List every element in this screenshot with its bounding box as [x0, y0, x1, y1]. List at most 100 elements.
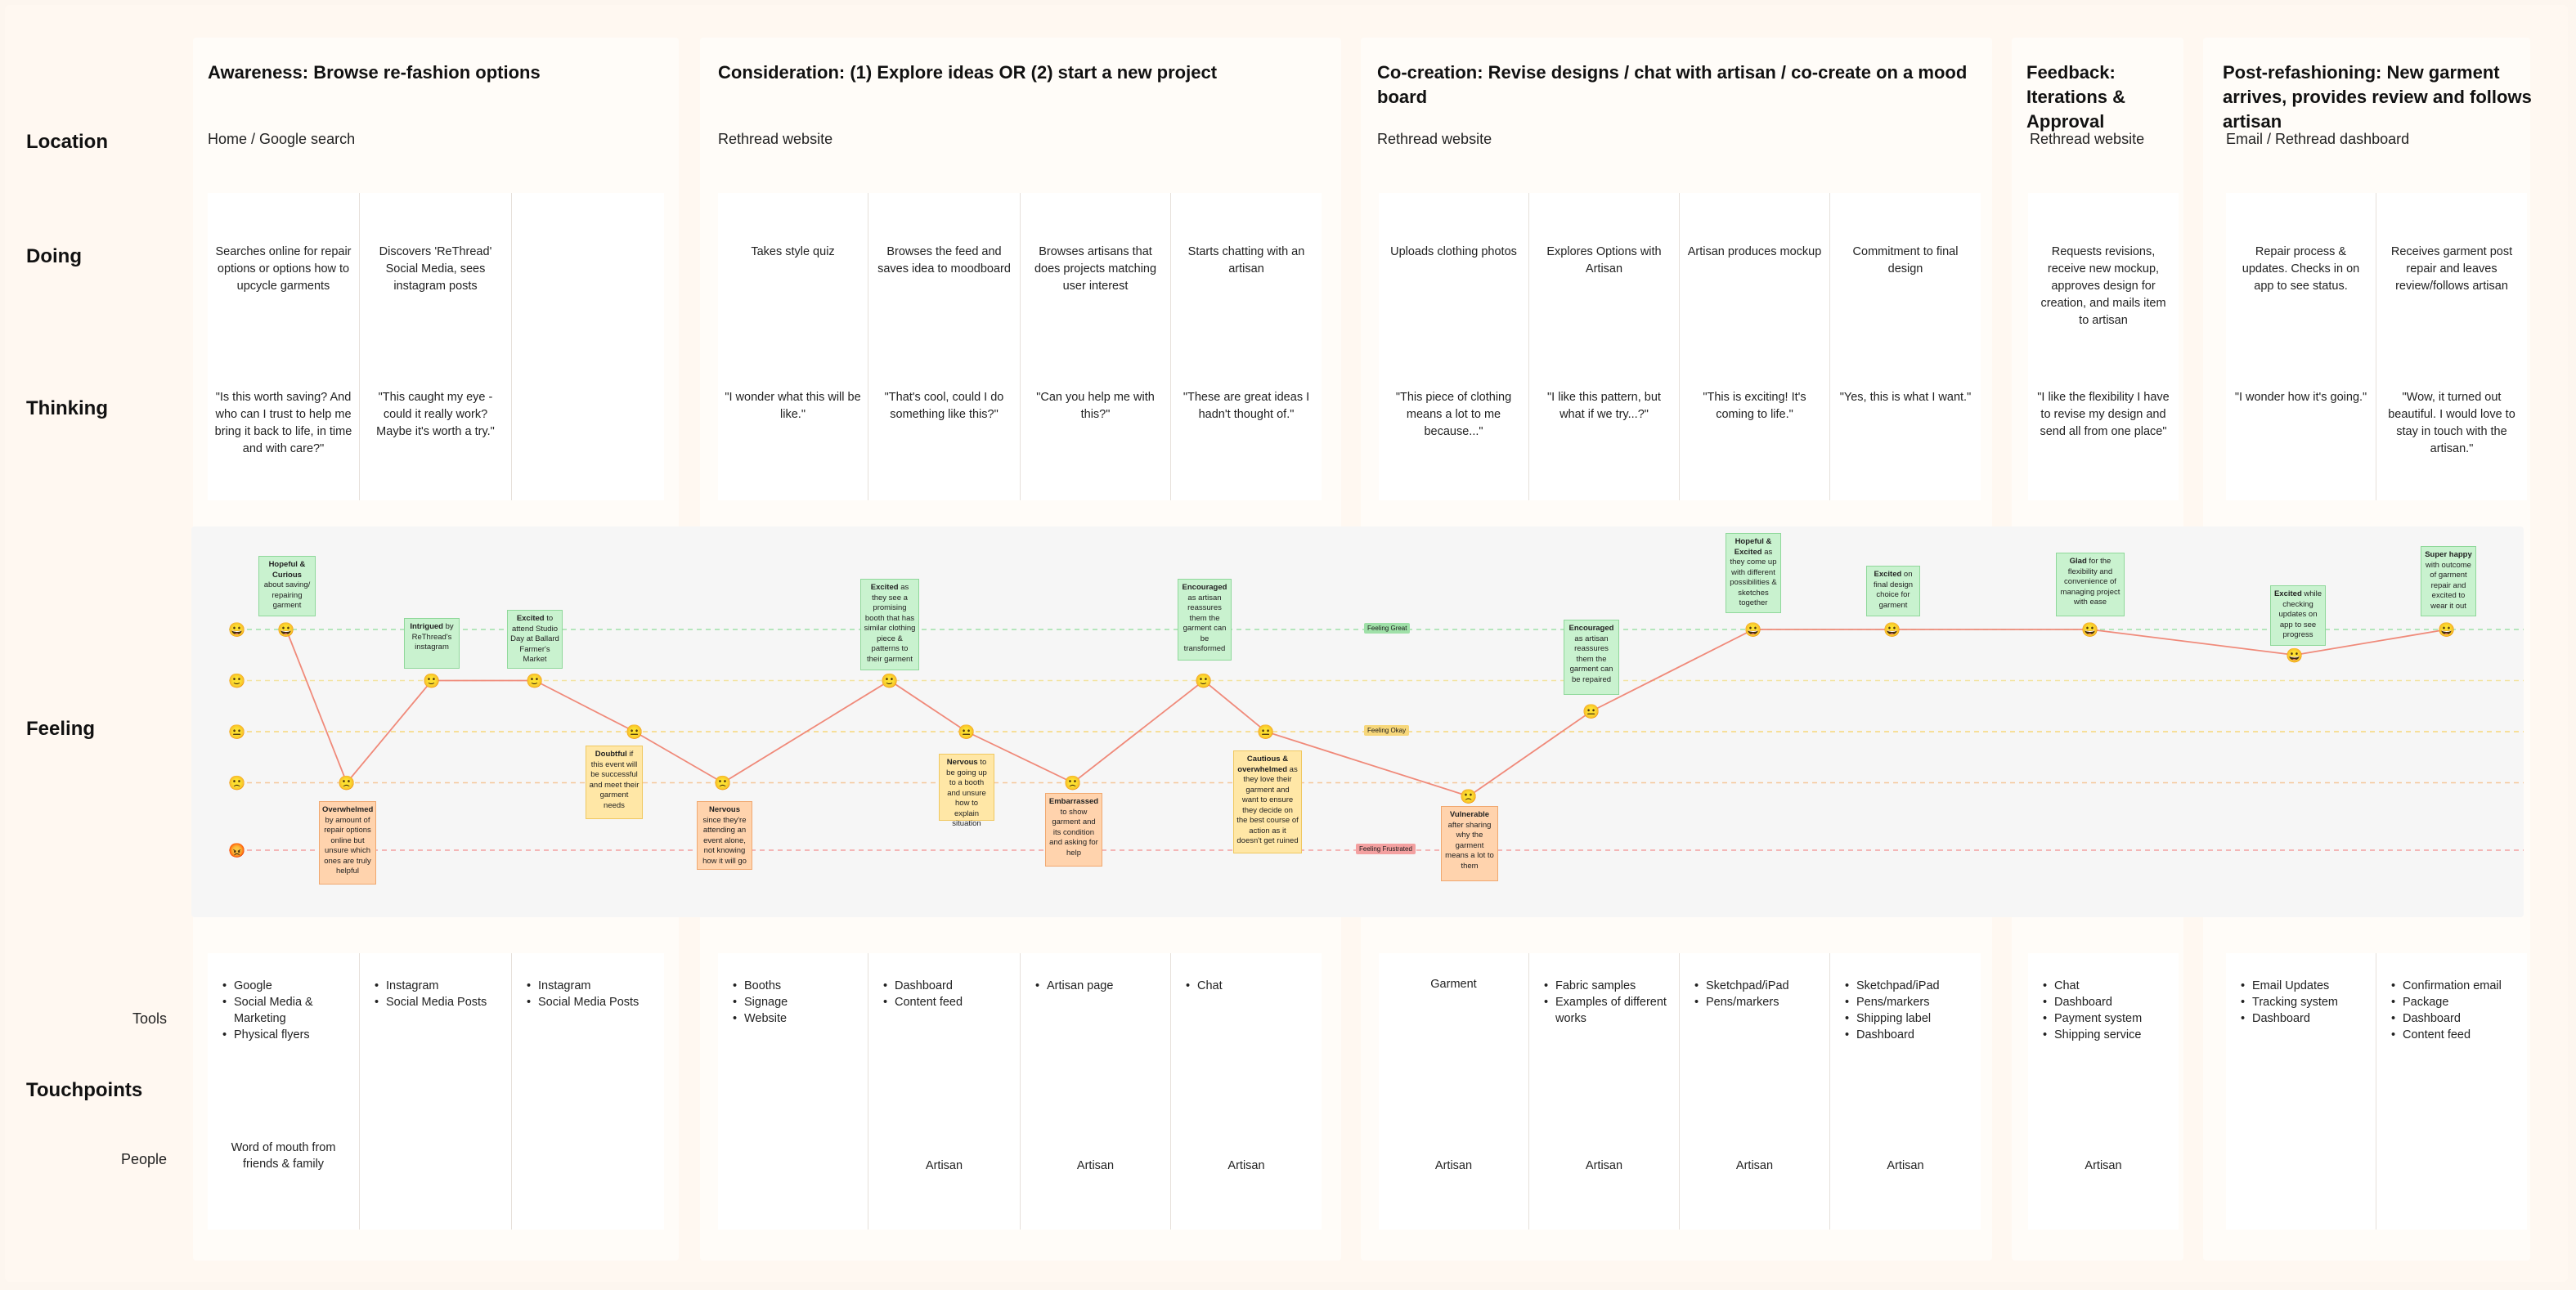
- people-text: Artisan: [1585, 1159, 1623, 1172]
- journey-column: Browses the feed and saves idea to moodb…: [868, 193, 1021, 500]
- feeling-note-emotion: Vulnerable: [1449, 810, 1490, 819]
- feeling-point-icon: 🙁: [338, 776, 355, 791]
- tool-item: Instagram: [527, 978, 664, 994]
- tool-item: Instagram: [375, 978, 511, 994]
- doing-text: Browses the feed and saves idea to moodb…: [877, 245, 1011, 275]
- row-label-location: Location: [26, 131, 108, 153]
- tools-list: BoothsSignageWebsite: [718, 978, 868, 1027]
- doing-text: Discovers 'ReThread' Social Media, sees …: [379, 245, 492, 293]
- feeling-note-emotion: Doubtful: [595, 750, 627, 759]
- thinking-text: "I wonder how it's going.": [2234, 391, 2367, 404]
- feeling-line: [285, 629, 2448, 797]
- feeling-emoji-icon: 🙁: [228, 776, 245, 791]
- touchpoint-column: InstagramSocial Media Posts: [512, 953, 664, 1230]
- tool-item: Dashboard: [2391, 1010, 2527, 1027]
- feeling-note-emotion: Excited: [516, 614, 545, 623]
- tools-list: Artisan page: [1021, 978, 1170, 994]
- location-text: Email / Rethread dashboard: [2226, 131, 2410, 147]
- journey-column: Discovers 'ReThread' Social Media, sees …: [360, 193, 512, 500]
- tool-item: Email Updates: [2241, 978, 2376, 994]
- feeling-note: Vulnerable after sharing why the garment…: [1441, 806, 1498, 881]
- tool-item: Booths: [733, 978, 868, 994]
- thinking-text: "This caught my eye - could it really wo…: [376, 391, 495, 438]
- thinking-text: "That's cool, could I do something like …: [884, 391, 1004, 421]
- feeling-note-emotion: Excited: [870, 583, 899, 592]
- tools-list: Confirmation emailPackageDashboardConten…: [2376, 978, 2527, 1043]
- tool-item: Chat: [1186, 978, 1322, 994]
- thinking-text: "I like this pattern, but what if we try…: [1547, 391, 1661, 421]
- feeling-point-icon: 🙂: [1195, 674, 1212, 689]
- feeling-note: Excited on final design choice for garme…: [1866, 566, 1920, 616]
- touchpoint-column: ChatDashboardPayment systemShipping serv…: [2028, 953, 2179, 1230]
- doing-text: Browses artisans that does projects matc…: [1034, 245, 1157, 293]
- location-text: Home / Google search: [208, 131, 356, 147]
- tool-item: Pens/markers: [1694, 994, 1829, 1010]
- feeling-note-text: to attend Studio Day at Ballard Farmer's…: [510, 614, 559, 664]
- feeling-level-tag: Feeling Great: [1364, 623, 1411, 634]
- feeling-note: Excited as they see a promising booth th…: [860, 579, 919, 670]
- tools-list: Email UpdatesTracking systemDashboard: [2226, 978, 2376, 1027]
- thinking-text: "This piece of clothing means a lot to m…: [1395, 391, 1512, 438]
- tool-item: Package: [2391, 994, 2527, 1010]
- feeling-note-text: with outcome of garment repair and excit…: [2426, 560, 2471, 611]
- thinking-text: "This is exciting! It's coming to life.": [1703, 391, 1806, 421]
- row-label-touchpoints: Touchpoints: [26, 1079, 143, 1101]
- touchpoint-column: Sketchpad/iPadPens/markersShipping label…: [1830, 953, 1981, 1230]
- doing-text: Searches online for repair options or op…: [215, 245, 352, 293]
- journey-column: Receives garment post repair and leaves …: [2376, 193, 2527, 500]
- stage-title: Post-refashioning: New garment arrives, …: [2223, 62, 2532, 132]
- feeling-note-emotion: Nervous: [708, 805, 740, 814]
- people-text: Artisan: [1434, 1159, 1473, 1172]
- journey-column: Takes style quiz "I wonder what this will…: [718, 193, 868, 500]
- tool-item: Shipping label: [1845, 1010, 1981, 1027]
- thinking-text: "Can you help me with this?": [1036, 391, 1155, 421]
- thinking-text: "I wonder what this will be like.": [725, 391, 861, 421]
- feeling-note: Hopeful & Curious about saving/ repairin…: [258, 556, 316, 616]
- row-label-people: People: [120, 1151, 167, 1167]
- feeling-note-emotion: Encouraged: [1182, 583, 1227, 592]
- touchpoint-column: DashboardContent feed Artisan: [868, 953, 1021, 1230]
- feeling-level-tag: Feeling Frustrated: [1356, 844, 1416, 854]
- tool-item: Fabric samples: [1544, 978, 1679, 994]
- touchpoint-column: GoogleSocial Media & MarketingPhysical f…: [208, 953, 360, 1230]
- tool-item: Dashboard: [2043, 994, 2179, 1010]
- doing-text: Receives garment post repair and leaves …: [2390, 245, 2513, 293]
- tool-item: Social Media Posts: [375, 994, 511, 1010]
- people-text: Word of mouth from friends & family: [231, 1141, 336, 1171]
- journey-column: Starts chatting with an artisan "These ar…: [1171, 193, 1322, 500]
- tool-item: Content feed: [883, 994, 1020, 1010]
- tools-list: InstagramSocial Media Posts: [512, 978, 664, 1010]
- touchpoint-column: InstagramSocial Media Posts: [360, 953, 512, 1230]
- tools-list: Sketchpad/iPadPens/markersShipping label…: [1830, 978, 1981, 1043]
- feeling-note-emotion: Encouraged: [1568, 624, 1614, 633]
- feeling-point-icon: 😀: [1744, 622, 1761, 638]
- tool-item: Shipping service: [2043, 1027, 2179, 1043]
- feeling-note-text: if this event will be successful and mee…: [589, 750, 640, 810]
- touchpoint-column: Fabric samplesExamples of different work…: [1529, 953, 1680, 1230]
- journey-column: Browses artisans that does projects matc…: [1021, 193, 1171, 500]
- stage-title: Co-creation: Revise designs / chat with …: [1377, 62, 1968, 107]
- feeling-point-icon: 🙂: [423, 674, 440, 689]
- tools-list: GoogleSocial Media & MarketingPhysical f…: [208, 978, 359, 1043]
- feeling-note-text: as artisan reassures them the garment ca…: [1183, 593, 1227, 654]
- thinking-text: "Yes, this is what I want.": [1839, 391, 1972, 404]
- feeling-note-emotion: Embarrassed: [1048, 797, 1099, 806]
- tool-item: Signage: [733, 994, 868, 1010]
- touchpoint-column: Artisan page Artisan: [1021, 953, 1171, 1230]
- touchpoint-column: Email UpdatesTracking systemDashboard: [2226, 953, 2376, 1230]
- feeling-note: Excited to attend Studio Day at Ballard …: [507, 610, 563, 669]
- doing-text: Commitment to final design: [1852, 245, 1959, 275]
- feeling-emoji-icon: 😡: [228, 843, 245, 858]
- feeling-note: Doubtful if this event will be successfu…: [586, 746, 643, 819]
- feeling-note-text: after sharing why the garment means a lo…: [1445, 820, 1494, 871]
- feeling-note: Excited while checking updates on app to…: [2270, 585, 2326, 646]
- touchpoint-column: Confirmation emailPackageDashboardConten…: [2376, 953, 2527, 1230]
- feeling-note-text: as artisan reassures them the garment ca…: [1569, 634, 1613, 684]
- tools-list: Chat: [1171, 978, 1322, 994]
- tool-item: Website: [733, 1010, 868, 1027]
- feeling-note: Intrigued by ReThread's instagram: [404, 618, 460, 669]
- tool-item: Artisan page: [1035, 978, 1170, 994]
- row-label-thinking: Thinking: [26, 397, 108, 419]
- feeling-note-emotion: Excited: [2273, 589, 2302, 598]
- tools-list: Sketchpad/iPadPens/markers: [1680, 978, 1829, 1010]
